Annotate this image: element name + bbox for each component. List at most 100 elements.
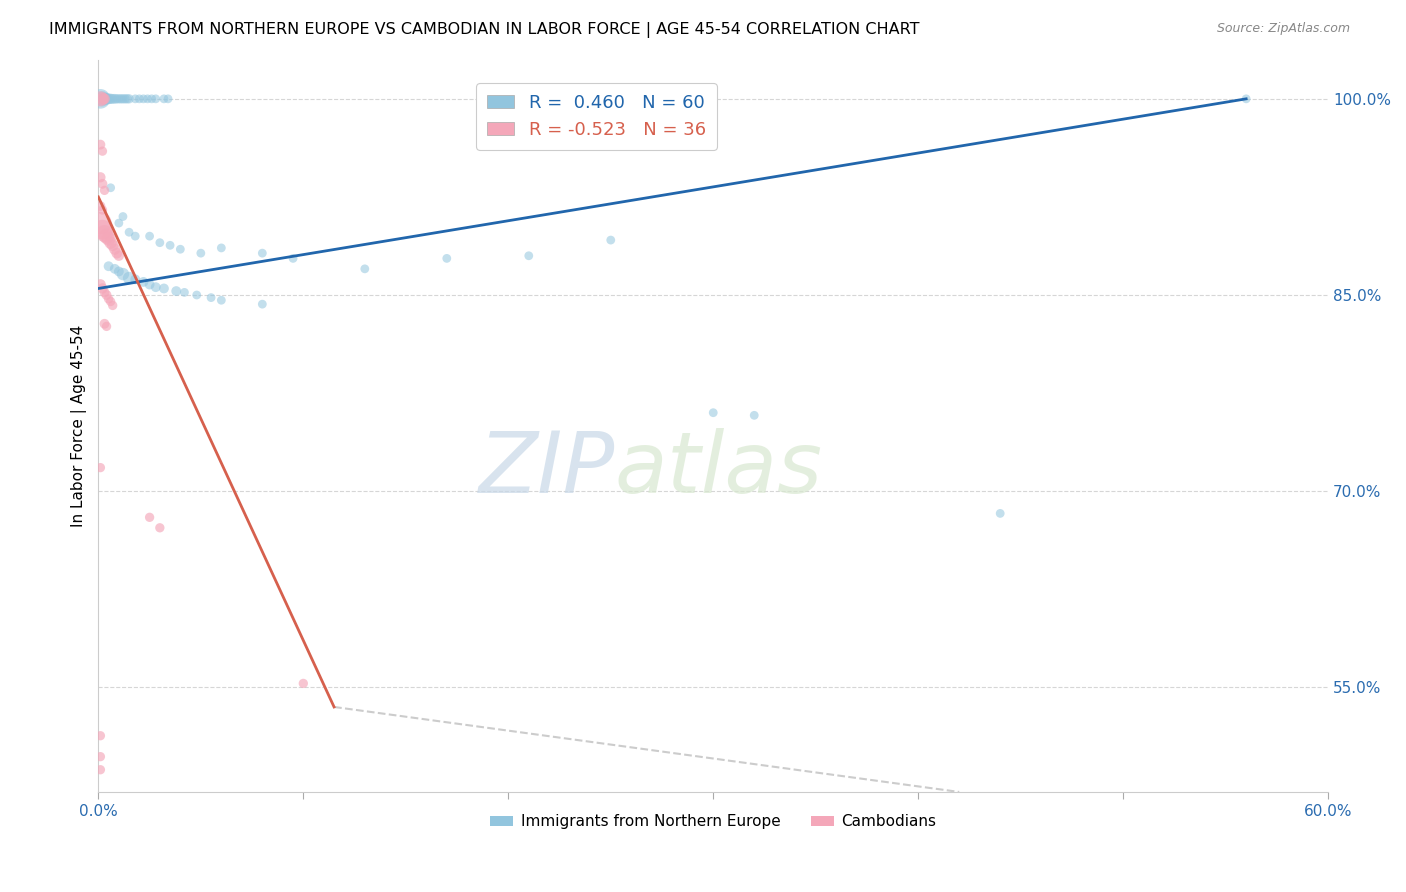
- Point: [100, 180, 122, 194]
- Point: [145, 280, 167, 294]
- Point: [96, 92, 118, 106]
- Point: [742, 409, 765, 423]
- Point: [89, 729, 111, 743]
- Point: [108, 249, 131, 263]
- Point: [89, 749, 111, 764]
- Point: [104, 92, 127, 106]
- Point: [128, 92, 150, 106]
- Point: [153, 281, 176, 295]
- Y-axis label: In Labor Force | Age 45-54: In Labor Force | Age 45-54: [72, 325, 87, 527]
- Point: [1234, 92, 1257, 106]
- Point: [149, 235, 172, 250]
- Point: [124, 272, 146, 286]
- Text: Source: ZipAtlas.com: Source: ZipAtlas.com: [1216, 22, 1350, 36]
- Point: [100, 235, 122, 250]
- Point: [599, 233, 621, 247]
- Point: [101, 92, 124, 106]
- Point: [89, 763, 111, 777]
- Point: [96, 319, 118, 334]
- Point: [132, 275, 155, 289]
- Point: [149, 521, 172, 535]
- Point: [104, 261, 127, 276]
- Point: [138, 277, 160, 292]
- Point: [165, 284, 187, 298]
- Point: [281, 252, 304, 266]
- Point: [517, 249, 540, 263]
- Point: [93, 285, 115, 300]
- Point: [153, 92, 176, 106]
- Point: [173, 285, 195, 300]
- Point: [115, 92, 138, 106]
- Point: [97, 292, 120, 306]
- Point: [118, 225, 141, 239]
- Point: [89, 199, 111, 213]
- Point: [988, 507, 1011, 521]
- Point: [104, 242, 127, 256]
- Point: [97, 259, 120, 273]
- Point: [101, 298, 124, 312]
- Point: [141, 92, 163, 106]
- Point: [96, 288, 118, 302]
- Point: [169, 242, 191, 256]
- Point: [118, 92, 141, 106]
- Point: [136, 92, 159, 106]
- Point: [91, 281, 114, 295]
- Point: [292, 676, 315, 690]
- Point: [93, 92, 115, 106]
- Point: [702, 406, 724, 420]
- Point: [118, 271, 141, 285]
- Point: [252, 246, 274, 260]
- Point: [186, 288, 208, 302]
- Point: [114, 92, 136, 106]
- Point: [97, 92, 120, 106]
- Point: [111, 92, 134, 106]
- Point: [93, 227, 115, 241]
- Point: [91, 92, 114, 106]
- Point: [190, 246, 212, 260]
- Point: [89, 277, 111, 292]
- Point: [105, 246, 128, 260]
- Point: [93, 183, 115, 197]
- Point: [108, 216, 131, 230]
- Point: [145, 92, 167, 106]
- Text: ZIP: ZIP: [478, 428, 614, 511]
- Point: [159, 238, 181, 252]
- Point: [108, 264, 131, 278]
- Point: [100, 92, 122, 106]
- Point: [105, 92, 128, 106]
- Point: [111, 267, 134, 281]
- Point: [100, 294, 122, 309]
- Point: [89, 92, 111, 106]
- Point: [89, 137, 111, 152]
- Point: [93, 92, 115, 106]
- Point: [89, 216, 111, 230]
- Point: [209, 293, 232, 308]
- Point: [138, 229, 160, 244]
- Text: IMMIGRANTS FROM NORTHERN EUROPE VS CAMBODIAN IN LABOR FORCE | AGE 45-54 CORRELAT: IMMIGRANTS FROM NORTHERN EUROPE VS CAMBO…: [49, 22, 920, 38]
- Point: [436, 252, 458, 266]
- Point: [101, 238, 124, 252]
- Point: [124, 92, 146, 106]
- Point: [138, 510, 160, 524]
- Point: [200, 291, 222, 305]
- Point: [93, 317, 115, 331]
- Text: atlas: atlas: [614, 428, 823, 511]
- Point: [96, 229, 118, 244]
- Legend: Immigrants from Northern Europe, Cambodians: Immigrants from Northern Europe, Cambodi…: [484, 808, 942, 836]
- Point: [89, 170, 111, 185]
- Point: [209, 241, 232, 255]
- Point: [252, 297, 274, 311]
- Point: [91, 177, 114, 191]
- Point: [108, 92, 131, 106]
- Point: [91, 92, 114, 106]
- Point: [91, 222, 114, 236]
- Point: [110, 92, 132, 106]
- Point: [353, 261, 375, 276]
- Point: [89, 460, 111, 475]
- Point: [97, 232, 120, 246]
- Point: [111, 210, 134, 224]
- Point: [91, 144, 114, 158]
- Point: [124, 229, 146, 244]
- Point: [91, 202, 114, 217]
- Point: [89, 92, 111, 106]
